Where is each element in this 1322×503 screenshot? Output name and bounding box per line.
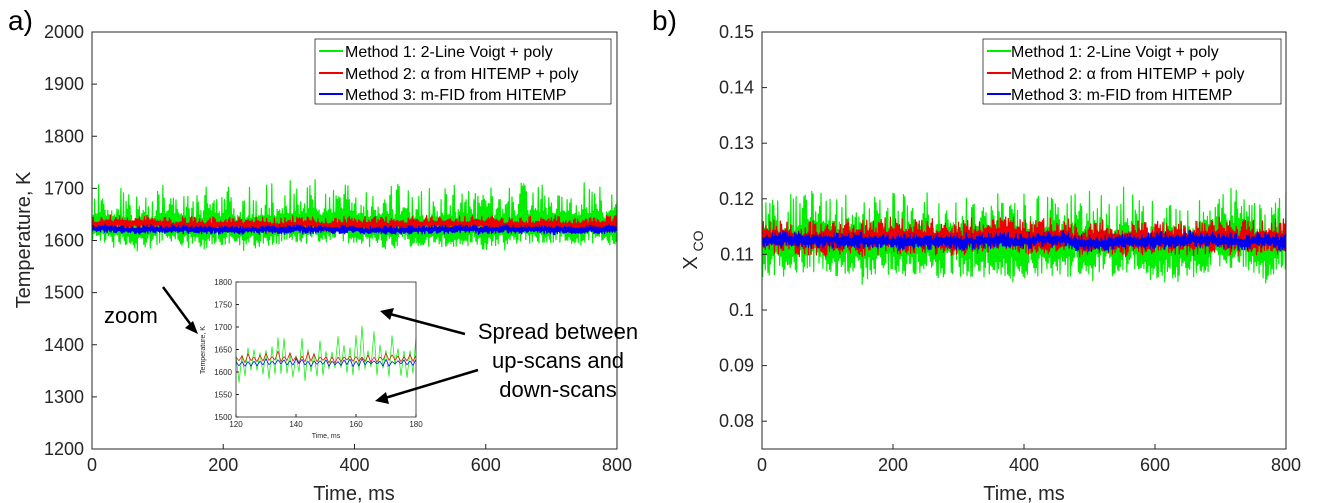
panel-b: b) 0 200 400 600 800 0.08 0.09 0.1 0.11 0.12 0.13 0…	[652, 5, 1301, 503]
panel-a-series-line-2	[91, 214, 618, 233]
inset-xtick-label: 180	[409, 420, 423, 429]
panel-b-ylabel: X CO	[680, 230, 706, 269]
arrowhead	[375, 392, 389, 404]
panel-b-ytick-label: 0.12	[719, 189, 754, 209]
panel-a-xtick-label: 600	[471, 455, 501, 475]
inset-ytick-label: 1800	[214, 278, 232, 287]
inset-ytick-label: 1550	[214, 391, 232, 400]
annotation-spread-line2: up-scans and	[492, 348, 624, 373]
panel-a-legend-box	[314, 38, 612, 105]
panel-a-series-line-1	[91, 179, 618, 252]
panel-a-ytick-label: 1400	[44, 335, 84, 355]
panel-a-xtick-label: 400	[339, 455, 369, 475]
panel-a-ytick-label: 1700	[44, 178, 84, 198]
panel-a-ytick-label: 1500	[44, 283, 84, 303]
inset-xlabel: Time, ms	[312, 433, 341, 440]
legend-b-label-method1: Method 1: 2-Line Voigt + poly	[1011, 44, 1219, 61]
legend-a-label-method3: Method 3: m-FID from HITEMP	[345, 87, 566, 104]
panel-a: a) 0 200 400 600 800 1200 1300 1400 1500 1600 1700…	[8, 5, 638, 503]
legend-a-label-method2: Method 2: α from HITEMP + poly	[345, 66, 578, 83]
panel-b-xtick-label: 800	[1271, 455, 1301, 475]
panel-b-xtick-label: 600	[1140, 455, 1170, 475]
inset-xtick-label: 120	[229, 420, 243, 429]
panel-b-ytick-label: 0.14	[719, 78, 754, 98]
panel-a-xtick-label: 0	[87, 455, 97, 475]
panel-b-series	[761, 186, 1287, 285]
panel-a-series	[91, 179, 618, 252]
annotation-zoom: zoom	[104, 303, 158, 328]
inset-ytick-label: 1700	[214, 323, 232, 332]
inset-xtick-label: 140	[289, 420, 303, 429]
annotation-spread-line3: down-scans	[499, 377, 616, 402]
panel-b-series-line-3	[761, 229, 1287, 252]
panel-a-ytick-label: 1600	[44, 231, 84, 251]
panel-label-a: a)	[8, 5, 33, 36]
legend-b-label-method3: Method 3: m-FID from HITEMP	[1011, 87, 1232, 104]
inset-ytick-label: 1500	[214, 413, 232, 422]
panel-a-xtick-label: 200	[208, 455, 238, 475]
panel-b-series-line-1	[761, 186, 1287, 285]
inset-series-line-3	[235, 358, 417, 367]
inset-ytick-label: 1750	[214, 301, 232, 310]
panel-b-ylabel-sub: CO	[690, 230, 706, 251]
annotation-spread-line1: Spread between	[478, 319, 638, 344]
annotation-spread-arrow-up	[389, 312, 466, 336]
panel-label-b: b)	[652, 5, 677, 36]
panel-a-xtick-label: 800	[602, 455, 632, 475]
annotation-spread-arrow-down	[384, 368, 479, 400]
panel-a-xlabel: Time, ms	[313, 483, 394, 503]
inset-zoom-plot: 120 140 160 180 1500 1550 1600 1650 1700 1750 1800…	[200, 278, 423, 440]
legend-a-label-method1: Method 1: 2-Line Voigt + poly	[345, 44, 553, 61]
panel-a-ytick-label: 1200	[44, 439, 84, 459]
panel-b-ytick-label: 0.11	[720, 244, 754, 264]
panel-b-ytick-label: 0.15	[719, 22, 754, 42]
panel-a-legend: Method 1: 2-Line Voigt + poly Method 2: …	[314, 38, 612, 105]
inset-ytick-label: 1600	[214, 368, 232, 377]
panel-b-ytick-label: 0.09	[719, 356, 754, 376]
panel-a-ytick-label: 2000	[44, 22, 84, 42]
panel-a-ytick-label: 1900	[44, 74, 84, 94]
arrowhead	[185, 321, 198, 334]
panel-b-legend-box	[982, 38, 1282, 105]
panel-b-xtick-label: 200	[878, 455, 908, 475]
panel-a-ylabel: Temperature, K	[13, 171, 35, 308]
annotation-zoom-arrow	[161, 286, 196, 330]
panel-b-ylabel-main: X	[680, 256, 702, 269]
panel-b-xlabel: Time, ms	[983, 483, 1064, 503]
panel-a-ytick-label: 1300	[44, 387, 84, 407]
legend-b-label-method2: Method 2: α from HITEMP + poly	[1011, 66, 1244, 83]
inset-ylabel: Temperature, K	[200, 326, 207, 374]
panel-b-legend: Method 1: 2-Line Voigt + poly Method 2: …	[982, 38, 1282, 105]
panel-a-ytick-label: 1800	[44, 126, 84, 146]
inset-series-line-1	[235, 325, 417, 383]
inset-ytick-label: 1650	[214, 346, 232, 355]
inset-series-line-2	[235, 350, 417, 364]
panel-b-ytick-label: 0.13	[719, 133, 754, 153]
inset-xtick-label: 160	[349, 420, 363, 429]
panel-b-xtick-label: 400	[1009, 455, 1039, 475]
arrowhead	[380, 308, 394, 320]
panel-b-ytick-label: 0.1	[729, 300, 754, 320]
panel-b-xtick-label: 0	[757, 455, 767, 475]
panel-a-series-line-3	[91, 223, 618, 236]
panel-b-ytick-label: 0.08	[719, 411, 754, 431]
